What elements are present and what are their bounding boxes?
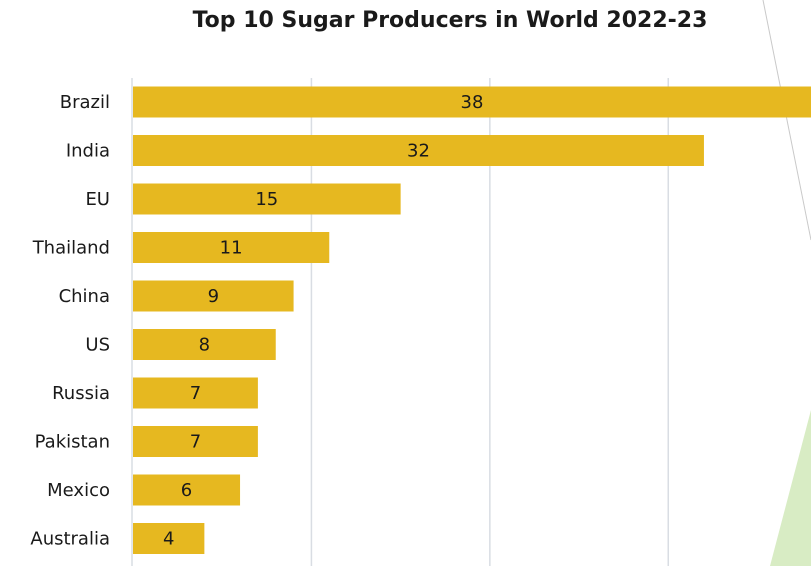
bars: [133, 86, 811, 554]
category-label-russia: Russia: [52, 383, 110, 404]
value-labels: 38 32 15 11 9 8 7 7 6 4: [163, 92, 483, 550]
category-label-china: China: [59, 286, 110, 307]
bar-russia: [133, 377, 258, 409]
bar-mexico: [133, 474, 241, 506]
bar-india: [133, 135, 704, 166]
category-label-brazil: Brazil: [60, 92, 110, 113]
bar-australia: [133, 523, 205, 554]
category-label-us: US: [85, 335, 110, 356]
category-label-mexico: Mexico: [47, 480, 110, 501]
value-label-us: 8: [199, 335, 210, 356]
category-label-pakistan: Pakistan: [35, 432, 110, 453]
bar-china: [133, 280, 294, 312]
decorative-stripe: [762, 0, 811, 241]
value-label-thailand: 11: [220, 238, 243, 259]
bar-brazil: [133, 86, 811, 118]
value-label-eu: 15: [255, 189, 278, 210]
value-label-india: 32: [407, 141, 430, 162]
category-label-australia: Australia: [30, 529, 110, 550]
value-label-pakistan: 7: [190, 432, 201, 453]
value-label-russia: 7: [190, 383, 201, 404]
category-label-eu: EU: [85, 189, 110, 210]
bar-us: [133, 329, 276, 360]
category-label-thailand: Thailand: [32, 238, 110, 259]
bar-thailand: [133, 232, 330, 263]
category-label-india: India: [66, 141, 110, 162]
value-label-mexico: 6: [181, 480, 192, 501]
green-accent-shape: [770, 410, 811, 566]
chart-title: Top 10 Sugar Producers in World 2022-23: [192, 8, 708, 33]
bar-eu: [133, 183, 401, 215]
category-labels: Brazil India EU Thailand China US Russia Pakist…: [30, 92, 110, 550]
bar-pakistan: [133, 426, 258, 457]
value-label-australia: 4: [163, 529, 174, 550]
value-label-brazil: 38: [461, 92, 484, 113]
value-label-china: 9: [208, 286, 219, 307]
